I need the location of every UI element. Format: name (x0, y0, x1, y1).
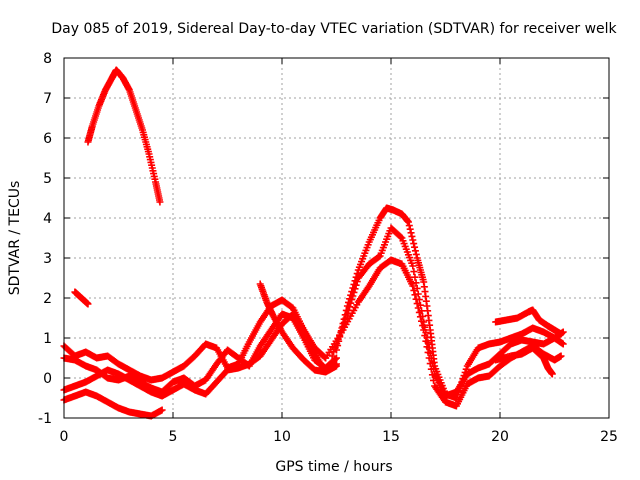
series-arc-short (71, 288, 92, 308)
trace-marker (413, 300, 421, 308)
data-point (559, 340, 567, 348)
trace-marker (424, 348, 432, 356)
trace-marker (411, 247, 419, 255)
trace-marker (415, 308, 423, 316)
trace-marker (405, 222, 413, 230)
plot-frame (63, 57, 610, 419)
data-point (420, 326, 428, 334)
data-point (333, 362, 340, 370)
trace-marker (419, 322, 427, 330)
y-tick-label: 4 (43, 211, 52, 227)
x-tick-label: 10 (273, 429, 291, 445)
series-late-arc-2 (492, 344, 556, 378)
trace-marker (412, 279, 420, 287)
trace-marker (426, 360, 434, 368)
chart-title: Day 085 of 2019, Sidereal Day-to-day VTE… (51, 21, 617, 37)
y-tick-label: 1 (43, 331, 52, 347)
trace-marker (348, 296, 356, 304)
trace-marker (423, 343, 431, 351)
data-point (84, 300, 92, 308)
x-axis-label: GPS time / hours (275, 459, 392, 475)
trace-marker (350, 288, 358, 296)
trace-marker (346, 303, 354, 311)
trace-marker (349, 292, 357, 300)
y-axis-label: SDTVAR / TECUs (7, 181, 23, 296)
y-tick-label: 0 (43, 371, 52, 387)
trace-marker (408, 232, 416, 240)
data-point (557, 352, 565, 360)
data-points (60, 66, 567, 420)
trace-marker (416, 313, 424, 321)
trace-marker (414, 304, 422, 312)
x-tick-label: 25 (600, 429, 618, 445)
y-tick-label: -1 (38, 411, 52, 427)
trace-marker (409, 236, 417, 244)
trace-marker (427, 365, 435, 373)
series-arc-e (256, 280, 340, 376)
data-point (158, 406, 166, 414)
data-point (409, 262, 417, 270)
trace-marker (412, 295, 420, 303)
trace-marker (430, 376, 438, 384)
trace-marker (397, 233, 405, 241)
trace-marker (421, 332, 429, 340)
trace-marker (412, 250, 420, 258)
trace-marker (411, 273, 419, 281)
data-point (409, 282, 417, 290)
trace-marker (428, 371, 436, 379)
trace-marker (410, 268, 418, 276)
series-arc-early-high (84, 66, 164, 206)
trace-marker (411, 243, 419, 251)
data-point (548, 370, 556, 378)
x-tick-label: 0 (60, 429, 69, 445)
y-tick-label: 2 (43, 291, 52, 307)
data-point (333, 354, 340, 362)
y-tick-label: 8 (43, 51, 52, 67)
trace-marker (347, 299, 355, 307)
trace-marker (406, 225, 414, 233)
trace-marker (425, 354, 433, 362)
x-tick-label: 20 (491, 429, 509, 445)
y-tick-label: 5 (43, 171, 52, 187)
series-peak-1 (333, 204, 567, 402)
axis-ticks: 0 5 10 15 20 25 -1 0 1 2 3 4 5 6 7 8 (38, 51, 618, 445)
series-peak-2 (328, 224, 567, 400)
data-point (156, 198, 164, 206)
series-late-arc (492, 306, 565, 338)
y-tick-label: 3 (43, 251, 52, 267)
data-point (404, 218, 412, 226)
trace-marker (410, 240, 418, 248)
trace-marker (353, 278, 361, 286)
x-tick-label: 5 (169, 429, 178, 445)
trace-marker (462, 365, 470, 373)
y-tick-label: 7 (43, 91, 52, 107)
trace-marker (410, 286, 418, 294)
trace-marker (411, 291, 419, 299)
trace-marker (351, 285, 359, 293)
y-tick-label: 6 (43, 131, 52, 147)
trace-marker (352, 281, 360, 289)
x-tick-label: 15 (382, 429, 400, 445)
data-point (557, 330, 565, 338)
trace-marker (418, 317, 426, 325)
trace-marker (407, 229, 415, 237)
series-arc-d (60, 388, 166, 420)
trace-marker (422, 337, 430, 345)
series-peak-3 (322, 256, 565, 410)
